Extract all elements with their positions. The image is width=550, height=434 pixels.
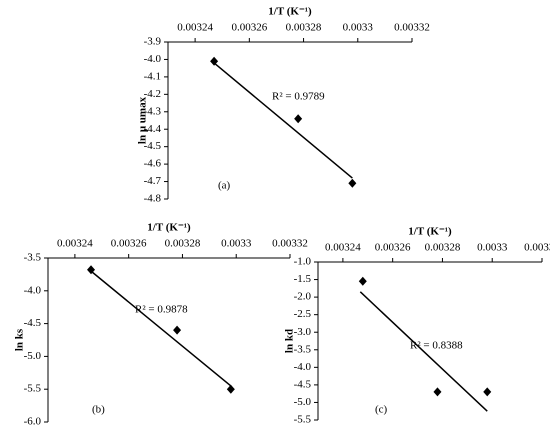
x-tick-label: 0.00324 (57, 238, 93, 250)
r-squared: R² = 0.9789 (272, 91, 325, 103)
y-axis-title: ln μ umax (137, 96, 149, 144)
x-tick-label: 0.00328 (425, 242, 461, 254)
y-axis-title: ln ks (14, 328, 26, 351)
x-tick-label: 0.00326 (375, 242, 411, 254)
trendline (359, 291, 488, 412)
y-tick-label: -4.0 (294, 361, 312, 373)
data-point (433, 387, 442, 397)
data-point (173, 325, 182, 335)
trendline (90, 270, 232, 387)
y-tick-label: -4.8 (144, 193, 162, 205)
data-point (348, 178, 357, 188)
y-tick-label: -4.0 (144, 53, 162, 65)
y-tick-label: -3.0 (294, 326, 312, 338)
x-axis-title: 1/T (K⁻¹) (408, 226, 452, 238)
y-tick-label: -5.0 (294, 396, 312, 408)
y-tick-label: -2.0 (294, 291, 312, 303)
r-squared: R² = 0.9878 (135, 304, 188, 316)
y-tick-label: -4.5 (144, 140, 162, 152)
x-tick-label: 0.00328 (165, 238, 201, 250)
x-axis-title: 1/T (K⁻¹) (147, 222, 191, 234)
y-tick-label: -3.9 (144, 36, 162, 48)
y-tick-label: -4.7 (144, 175, 162, 187)
y-axis-title: ln kd (284, 329, 296, 353)
y-tick-label: -5.0 (24, 350, 42, 362)
panel-label: (c) (375, 404, 388, 416)
x-tick-label: 0.00328 (286, 22, 322, 34)
x-axis-title: 1/T (K⁻¹) (268, 6, 312, 18)
y-tick-label: -1.5 (294, 273, 312, 285)
y-tick-label: -4.4 (144, 123, 162, 135)
y-tick-label: -4.2 (144, 88, 161, 100)
x-tick-label: 0.00332 (524, 242, 550, 254)
trendline (213, 62, 353, 179)
x-tick-label: 0.0033 (477, 242, 508, 254)
x-tick-label: 0.0033 (343, 22, 374, 34)
r-squared: R² = 0.8388 (410, 340, 463, 352)
y-tick-label: -3.5 (294, 343, 312, 355)
y-tick-label: -4.5 (24, 317, 42, 329)
y-tick-label: -4.0 (24, 284, 42, 296)
data-point (210, 56, 219, 66)
y-tick-label: -6.0 (24, 416, 42, 428)
x-tick-label: 0.00324 (325, 242, 361, 254)
data-point (87, 265, 96, 275)
x-tick-label: 0.00326 (111, 238, 147, 250)
data-point (483, 387, 492, 397)
y-tick-label: -4.6 (144, 158, 162, 170)
x-tick-label: 0.00332 (272, 238, 308, 250)
y-tick-label: -2.5 (294, 308, 312, 320)
y-tick-label: -5.5 (294, 414, 312, 426)
panel-label: (b) (92, 404, 105, 416)
data-point (358, 276, 367, 286)
x-tick-label: 0.0033 (221, 238, 252, 250)
x-tick-label: 0.00324 (177, 22, 213, 34)
data-point (226, 384, 235, 394)
panel-label: (a) (218, 180, 231, 192)
y-tick-label: -5.5 (24, 383, 42, 395)
y-tick-label: -4.1 (144, 70, 161, 82)
y-tick-label: -4.3 (144, 105, 162, 117)
x-tick-label: 0.00326 (231, 22, 267, 34)
x-tick-label: 0.00332 (394, 22, 430, 34)
y-tick-label: -4.5 (294, 378, 312, 390)
y-tick-label: -1.0 (294, 256, 312, 268)
data-point (294, 114, 303, 124)
y-tick-label: -3.5 (24, 252, 42, 264)
